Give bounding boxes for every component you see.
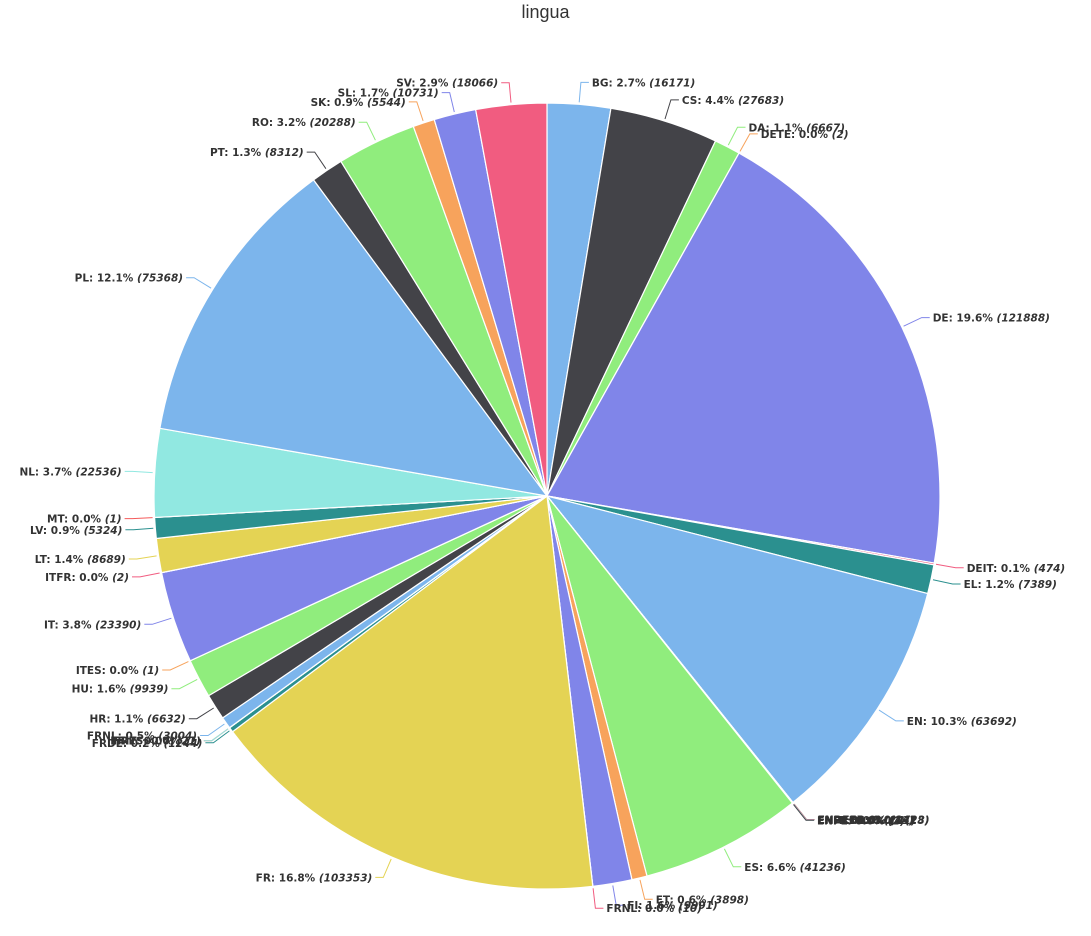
data-label: FI: 1.6% (9991) — [627, 900, 718, 912]
data-label: EN: 10.3% (63692) — [907, 716, 1017, 728]
label-connector — [144, 617, 172, 625]
pie-slice-de[interactable] — [546, 152, 941, 564]
data-label: HR: 1.1% (6632) — [89, 714, 185, 726]
label-connector — [664, 99, 679, 120]
data-label: FRES: 0.0% (1) — [113, 736, 201, 748]
data-label: HU: 1.6% (9939) — [72, 684, 169, 696]
pie-slice-fr[interactable] — [231, 494, 594, 890]
data-label: ENIT: 0.0% (141) — [817, 815, 916, 827]
label-connector — [501, 82, 512, 103]
label-connector — [162, 661, 189, 671]
label-connector — [592, 888, 604, 909]
label-connector — [124, 517, 153, 520]
label-connector — [723, 848, 742, 868]
label-connector — [932, 579, 961, 585]
data-label: NL: 3.7% (22536) — [19, 466, 121, 478]
data-label: ITES: 0.0% (1) — [76, 665, 159, 677]
data-label: ENPL: 0.0% (2) — [817, 815, 905, 827]
label-connector — [739, 133, 758, 152]
label-connector — [612, 885, 625, 906]
data-label: EL: 1.2% (7389) — [964, 579, 1057, 591]
pie-slice-es[interactable] — [546, 495, 794, 877]
data-label: RO: 3.2% (20288) — [252, 117, 356, 129]
label-connector — [171, 678, 198, 690]
data-label: LV: 0.9% (5324) — [30, 525, 122, 537]
pie-slice-en[interactable] — [545, 494, 929, 804]
data-label: FRNL: 0.5% (3004) — [87, 731, 197, 743]
data-label: PT: 1.3% (8312) — [210, 147, 304, 159]
data-label: SK: 0.9% (5544) — [311, 97, 406, 109]
label-connector — [306, 151, 327, 169]
label-connector — [441, 92, 455, 113]
label-connector — [124, 470, 153, 474]
label-connector — [125, 527, 154, 531]
data-label: ENFR: 0.0% (13) — [818, 815, 914, 827]
data-label: BG: 2.7% (16171) — [592, 77, 695, 89]
data-label: FRDE: 0.2% (1244) — [92, 738, 203, 750]
label-connector — [578, 81, 589, 103]
data-label: FRNL: 0.0% (10) — [606, 903, 702, 915]
label-connector — [205, 730, 230, 744]
data-label: ENDE: 0.0% (14) — [818, 815, 915, 827]
data-label: ENFRDE: 0.0% (28) — [818, 815, 930, 827]
data-label: SV: 2.9% (18066) — [396, 78, 498, 90]
data-label: DA: 1.1% (6667) — [749, 122, 846, 134]
label-connector — [935, 563, 964, 569]
pie-slices — [153, 102, 941, 890]
data-label: DETE: 0.0% (2) — [761, 129, 849, 141]
data-label: SL: 1.7% (10731) — [338, 88, 439, 100]
label-connector — [186, 277, 212, 289]
label-connector — [903, 317, 930, 327]
pie-slice-sv[interactable] — [474, 102, 548, 497]
label-connector — [408, 101, 424, 122]
chart-title: lingua — [521, 2, 570, 22]
data-label: ET: 0.6% (3898) — [656, 894, 749, 906]
label-connector — [793, 804, 814, 821]
data-labels: BG: 2.7% (16171) CS: 4.4% (27683) DA: 1.1%… — [19, 77, 1065, 915]
label-connector — [200, 723, 225, 736]
label-connector — [128, 555, 157, 560]
label-connector — [203, 728, 229, 742]
label-connector — [358, 121, 376, 141]
data-label: IT: 3.8% (23390) — [44, 619, 141, 631]
label-connector — [188, 707, 214, 720]
data-label: PL: 12.1% (75368) — [75, 273, 183, 285]
data-label: DE: 19.6% (121888) — [933, 313, 1050, 325]
pie-slice-pl[interactable] — [159, 179, 549, 497]
data-label: ENDEFR: 0.0% (23) — [818, 815, 930, 827]
label-connector — [727, 126, 746, 146]
data-label: FRIT: 0.0% (21) — [110, 736, 201, 748]
data-label: CS: 4.4% (27683) — [682, 95, 784, 107]
data-label: ITFR: 0.0% (2) — [45, 572, 129, 584]
label-connector — [132, 572, 160, 578]
data-label: DEIT: 0.1% (474) — [967, 563, 1066, 575]
label-connector — [878, 709, 904, 722]
data-label: LT: 1.4% (8689) — [35, 554, 126, 566]
data-label: FR: 16.8% (103353) — [256, 872, 373, 884]
data-label: ES: 6.6% (41236) — [744, 862, 846, 874]
label-connector — [375, 858, 392, 878]
data-label: MT: 0.0% (1) — [47, 514, 122, 526]
label-connector — [639, 879, 653, 900]
label-connectors — [124, 81, 964, 909]
